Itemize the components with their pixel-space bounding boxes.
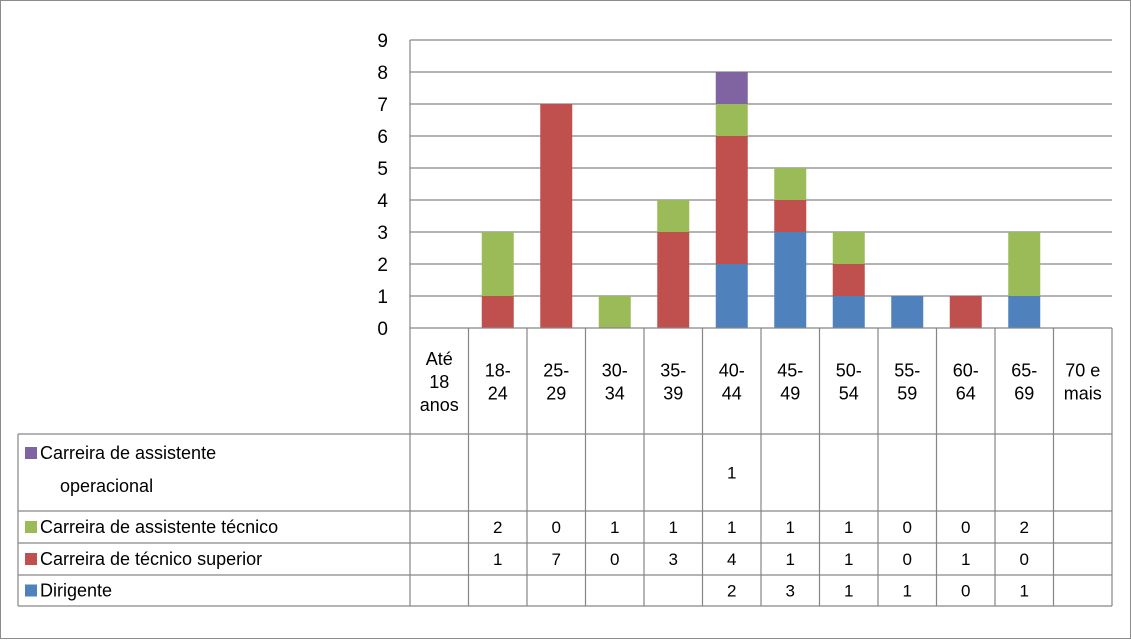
table-cell-value: 3 <box>669 550 678 569</box>
x-tick-label: 45-49 <box>777 361 803 404</box>
x-tick-label: 50-54 <box>836 361 862 404</box>
y-tick-label: 9 <box>377 31 388 52</box>
table-cell-value: 1 <box>844 582 853 601</box>
legend-swatch <box>25 521 37 533</box>
y-tick-label: 7 <box>377 95 388 116</box>
bar-segment <box>891 296 924 328</box>
x-tick-label: 40-44 <box>719 361 745 404</box>
table-cell-value: 1 <box>844 518 853 537</box>
y-tick-label: 4 <box>377 191 388 212</box>
table-cell-value: 1 <box>493 550 502 569</box>
bar-segment <box>715 264 748 328</box>
bar-segment <box>832 264 865 296</box>
legend-swatch <box>25 447 37 459</box>
bar-segment <box>657 200 690 232</box>
table-cell-value: 1 <box>961 550 970 569</box>
bar-segment <box>598 296 631 328</box>
y-tick-label: 8 <box>377 63 388 84</box>
x-tick-label: 60-64 <box>953 361 979 404</box>
bar-segment <box>715 72 748 104</box>
bar-segment <box>657 232 690 328</box>
table-cell-value: 1 <box>727 464 736 483</box>
y-tick-label: 2 <box>377 255 388 276</box>
y-tick-label: 6 <box>377 127 388 148</box>
table-cell-value: 1 <box>727 518 736 537</box>
x-tick-label: 35-39 <box>660 361 686 404</box>
table-cell-value: 1 <box>786 550 795 569</box>
bar-segment <box>832 232 865 264</box>
bar-segment <box>949 296 982 328</box>
x-tick-label: Até 18 anos <box>420 349 459 415</box>
y-tick-label: 3 <box>377 223 388 244</box>
y-tick-label: 0 <box>377 319 388 340</box>
table-cell-value: 1 <box>786 518 795 537</box>
x-tick-label: 65-69 <box>1011 361 1037 404</box>
table-cell-value: 2 <box>727 582 736 601</box>
y-tick-label: 5 <box>377 159 388 180</box>
bars <box>481 72 1041 328</box>
table-cell-value: 3 <box>786 582 795 601</box>
table-cell-value: 1 <box>610 518 619 537</box>
x-tick-label: 30-34 <box>602 361 628 404</box>
table-cell-value: 1 <box>669 518 678 537</box>
x-tick-label: 18-24 <box>485 361 511 404</box>
table-cell-value: 0 <box>552 518 561 537</box>
data-table: Carreira de assistente operacional 1 Carrei… <box>17 328 1113 607</box>
legend-label: Dirigente <box>40 581 112 601</box>
bar-segment <box>540 104 573 328</box>
bar-segment <box>1008 296 1041 328</box>
legend-label: Carreira de assistente operacional <box>40 443 216 496</box>
table-cell-value: 0 <box>1020 550 1029 569</box>
bar-segment <box>715 136 748 264</box>
bar-segment <box>774 200 807 232</box>
legend-label: Carreira de técnico superior <box>40 549 262 569</box>
table-cell-value: 1 <box>903 582 912 601</box>
axes: 0 1 2 3 4 5 6 7 8 9 Até 18 anos 18-24 25-29 30-34 35-39 4… <box>377 31 1112 415</box>
legend-label: Carreira de assistente técnico <box>40 517 278 537</box>
legend-swatch <box>25 584 37 597</box>
x-tick-label: 25-29 <box>543 361 569 404</box>
bar-segment <box>481 296 514 328</box>
table-cell-value: 2 <box>1020 518 1029 537</box>
gridlines <box>410 39 1112 297</box>
bar-segment <box>481 232 514 296</box>
legend-swatch <box>25 553 37 565</box>
table-cell-value: 7 <box>552 550 561 569</box>
table-cell-value: 0 <box>903 518 912 537</box>
table-cell-value: 0 <box>961 582 970 601</box>
bar-segment <box>774 232 807 328</box>
table-cell-value: 0 <box>903 550 912 569</box>
table-cell-value: 0 <box>961 518 970 537</box>
table-cell-value: 1 <box>1020 582 1029 601</box>
table-cell-value: 1 <box>844 550 853 569</box>
x-tick-label: 55-59 <box>894 361 920 404</box>
y-tick-label: 1 <box>377 287 388 308</box>
x-tick-label: 70 e mais <box>1064 361 1102 404</box>
bar-segment <box>832 296 865 328</box>
bar-segment <box>1008 232 1041 296</box>
table-cell-value: 4 <box>727 550 736 569</box>
table-cell-value: 0 <box>610 550 619 569</box>
table-cell-value: 2 <box>493 518 502 537</box>
bar-segment <box>715 104 748 136</box>
bar-segment <box>774 168 807 200</box>
